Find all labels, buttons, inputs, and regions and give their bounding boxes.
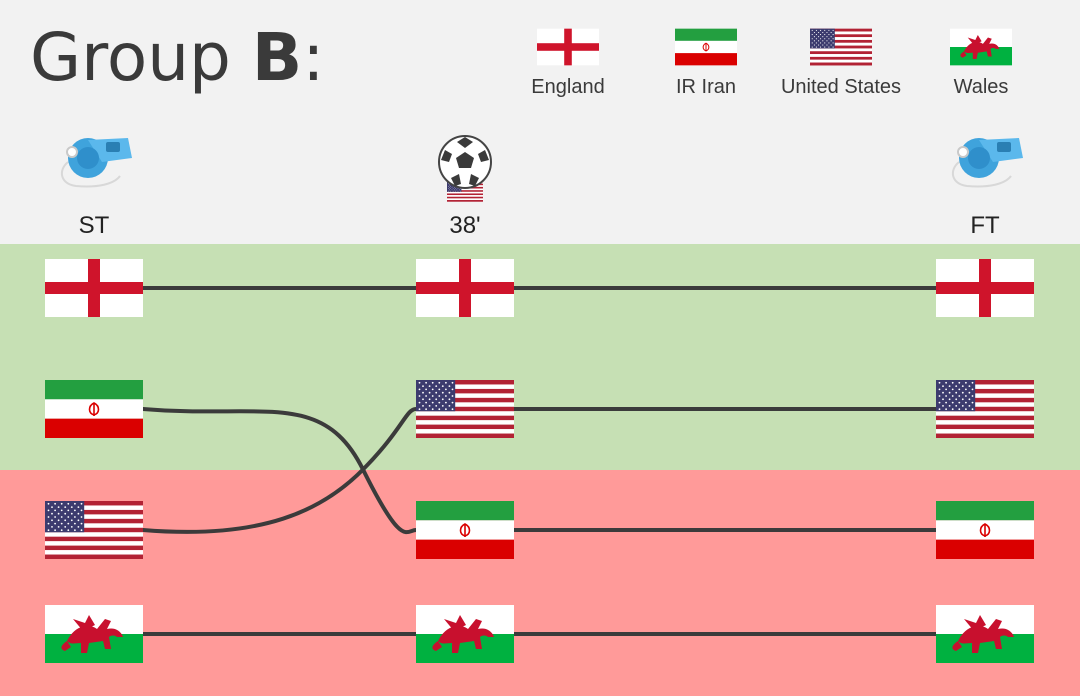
flag-usa-icon	[45, 501, 143, 560]
legend-label: England	[531, 76, 605, 98]
flag-wal-icon	[936, 605, 1034, 663]
flag-irn-icon	[416, 501, 514, 559]
stage-label: ST	[78, 212, 110, 239]
title-suffix: :	[302, 19, 325, 96]
flag-eng-icon	[45, 259, 143, 317]
legend-item-irn: IR Iran	[636, 28, 776, 99]
title-group: B	[251, 19, 303, 96]
flag-eng-icon	[936, 259, 1034, 317]
flag-usa-icon	[936, 380, 1034, 439]
flag-eng-icon	[537, 28, 599, 66]
page-title: Group B:	[30, 18, 324, 98]
flag-eng-icon	[416, 259, 514, 317]
legend-label: IR Iran	[675, 76, 737, 98]
eliminated-zone	[0, 470, 1080, 696]
legend-label: Wales	[953, 76, 1009, 98]
stage-label: FT	[970, 212, 1000, 239]
flag-irn-icon	[675, 28, 737, 66]
legend-item-usa: United States	[771, 28, 911, 99]
title-prefix: Group	[30, 19, 252, 96]
line-usa	[141, 407, 418, 534]
flag-wal-icon	[416, 605, 514, 663]
whistle-icon	[54, 128, 136, 195]
legend-label: United States	[780, 76, 902, 98]
flag-irn-icon	[45, 380, 143, 438]
legend-item-eng: England	[498, 28, 638, 99]
flag-usa-icon	[416, 380, 514, 439]
flag-wal-icon	[45, 605, 143, 663]
flag-irn-icon	[936, 501, 1034, 559]
flag-wal-icon	[950, 28, 1012, 66]
whistle-icon	[945, 128, 1027, 195]
line-irn	[141, 407, 418, 535]
flag-usa-icon	[810, 28, 872, 66]
advancing-zone	[0, 244, 1080, 470]
soccer-ball-icon	[437, 134, 493, 195]
stage-label: 38'	[449, 212, 481, 239]
legend-item-wal: Wales	[911, 28, 1051, 99]
